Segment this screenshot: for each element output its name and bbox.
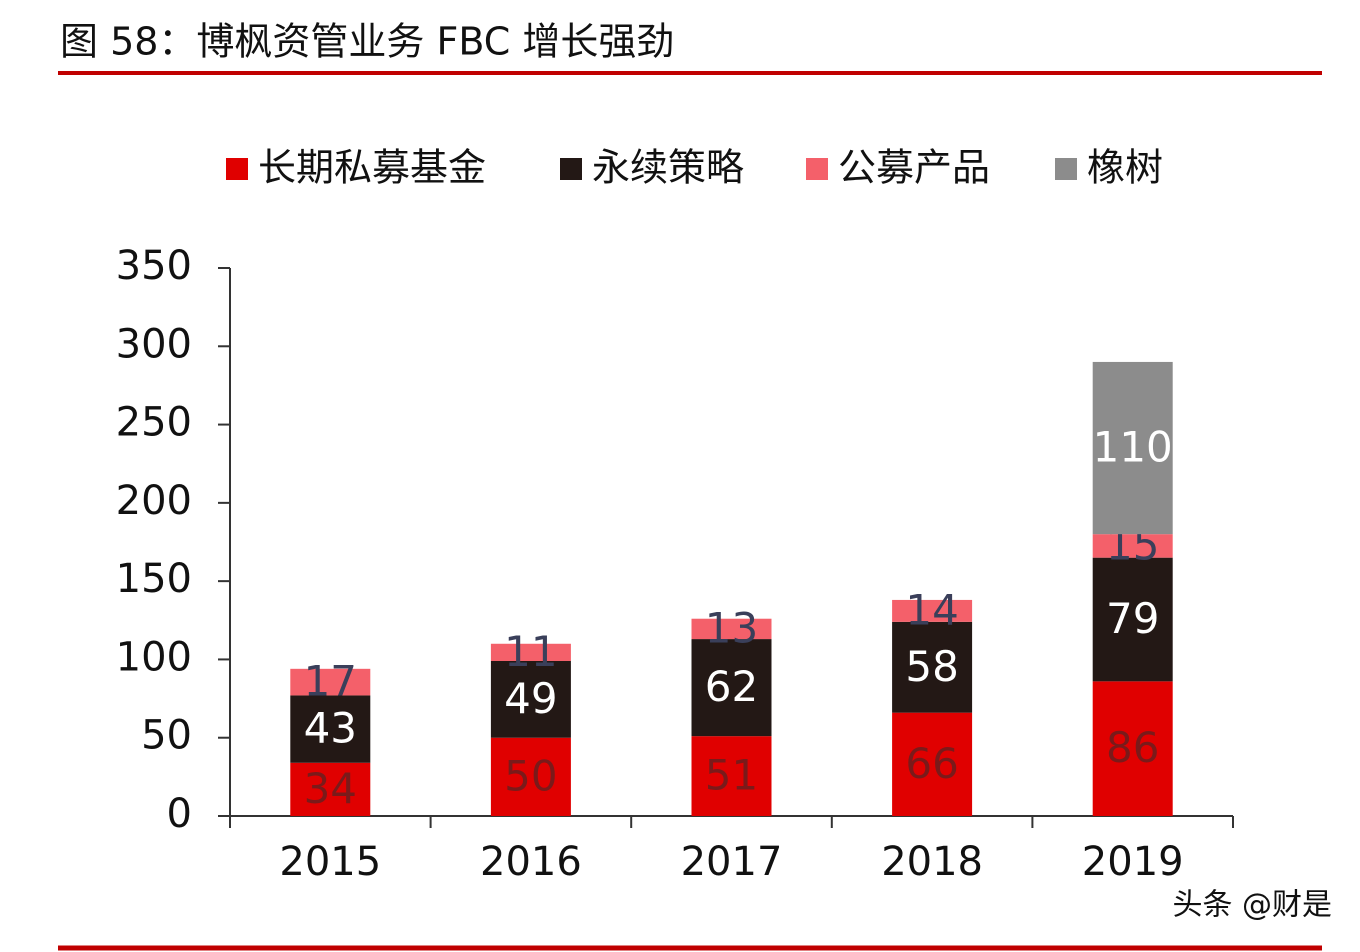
bar-segment	[892, 712, 973, 816]
bar-segment	[892, 621, 973, 713]
bar-segment	[490, 660, 571, 738]
legend-swatch	[1055, 158, 1077, 180]
x-tick-label: 2016	[480, 839, 582, 885]
data-label: 62	[705, 662, 758, 711]
data-label: 51	[705, 751, 758, 800]
bar-segment	[691, 618, 772, 640]
y-tick-label: 350	[116, 243, 192, 289]
watermark: 头条 @财是	[1172, 888, 1332, 923]
bar-segment	[490, 643, 571, 661]
legend-swatch	[806, 158, 828, 180]
legend-label: 永续策略	[592, 146, 744, 190]
legend-label: 公募产品	[838, 146, 990, 190]
data-label: 79	[1106, 594, 1159, 643]
y-tick-label: 100	[116, 634, 192, 680]
y-tick-label: 300	[116, 321, 192, 367]
legend-label: 长期私募基金	[258, 146, 486, 190]
data-label: 17	[304, 657, 357, 706]
x-tick-label: 2015	[279, 839, 381, 885]
data-label: 34	[304, 764, 357, 813]
bar-segment	[691, 639, 772, 737]
bar-segment	[892, 599, 973, 622]
y-tick-label: 50	[141, 713, 192, 759]
data-label: 14	[905, 585, 958, 634]
y-tick-label: 250	[116, 400, 192, 446]
legend-swatch	[226, 158, 248, 180]
bar-segment	[1092, 534, 1173, 558]
bar-segment	[1092, 361, 1173, 535]
bar-segment	[490, 737, 571, 816]
bar-segment	[290, 668, 371, 696]
y-tick-label: 200	[116, 478, 192, 524]
data-label: 13	[705, 603, 758, 652]
bar-segment	[290, 695, 371, 763]
y-tick-label: 150	[116, 556, 192, 602]
data-label: 66	[905, 739, 958, 788]
bar-segment	[290, 762, 371, 816]
data-label: 43	[304, 704, 357, 753]
x-tick-label: 2018	[881, 839, 983, 885]
data-label: 50	[504, 751, 557, 800]
y-tick-label: 0	[167, 791, 192, 837]
data-label: 11	[504, 627, 557, 676]
data-label: 58	[905, 642, 958, 691]
bar-segment	[691, 736, 772, 816]
x-tick-label: 2017	[681, 839, 783, 885]
chart-title: 图 58：博枫资管业务 FBC 增长强劲	[60, 20, 674, 64]
bar-segment	[1092, 557, 1173, 682]
legend-swatch	[560, 158, 582, 180]
data-label: 86	[1106, 723, 1159, 772]
x-tick-label: 2019	[1082, 839, 1184, 885]
bar-segment	[1092, 681, 1173, 816]
data-label: 49	[504, 674, 557, 723]
legend-label: 橡树	[1087, 146, 1163, 190]
data-label: 110	[1093, 423, 1173, 472]
